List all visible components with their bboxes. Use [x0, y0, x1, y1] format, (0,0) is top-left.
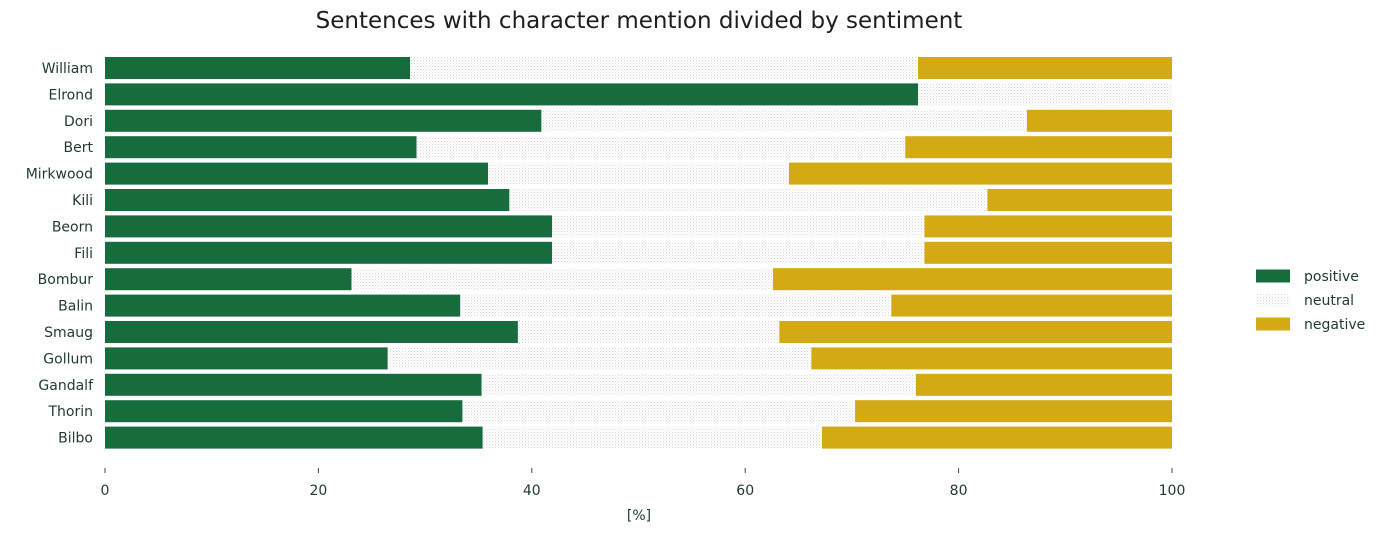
- category-label-beorn: Beorn: [52, 219, 93, 235]
- bar-bilbo-positive: [105, 427, 483, 449]
- category-label-thorin: Thorin: [47, 404, 93, 420]
- category-label-kili: Kili: [72, 193, 93, 209]
- bar-bombur-positive: [105, 268, 351, 290]
- bar-balin-negative: [891, 295, 1172, 317]
- bar-william-neutral: [410, 57, 918, 79]
- category-labels: William Elrond Dori Bert Mirkwood Kili Beorn Fi…: [26, 61, 94, 447]
- bar-fili-positive: [105, 242, 552, 264]
- legend-swatch-negative: [1256, 318, 1290, 331]
- bar-beorn-positive: [105, 215, 552, 237]
- bar-fili-neutral: [552, 242, 924, 264]
- category-label-bert: Bert: [64, 140, 94, 156]
- bar-kili-positive: [105, 189, 509, 211]
- legend-label-neutral: neutral: [1304, 293, 1354, 309]
- bar-smaug-negative: [779, 321, 1172, 343]
- bar-bilbo-neutral: [483, 427, 822, 449]
- x-tick-label-80: 80: [950, 483, 968, 499]
- category-label-gandalf: Gandalf: [38, 378, 94, 394]
- bar-william-negative: [918, 57, 1172, 79]
- bar-balin-neutral: [460, 295, 891, 317]
- bar-balin-positive: [105, 295, 460, 317]
- bar-gandalf-neutral: [482, 374, 916, 396]
- bar-bombur-negative: [773, 268, 1172, 290]
- x-tick-label-60: 60: [736, 483, 754, 499]
- bar-bilbo-negative: [822, 427, 1172, 449]
- x-tick-label-20: 20: [309, 483, 327, 499]
- category-label-elrond: Elrond: [48, 87, 93, 103]
- bar-kili-neutral: [509, 189, 987, 211]
- bar-dori-negative: [1027, 110, 1172, 132]
- chart-title: Sentences with character mention divided…: [316, 8, 963, 34]
- bar-gollum-negative: [811, 347, 1172, 369]
- bar-gandalf-positive: [105, 374, 482, 396]
- bar-bert-positive: [105, 136, 417, 158]
- x-axis: 0 20 40 60 80 100: [101, 468, 1186, 499]
- bar-fili-negative: [924, 242, 1172, 264]
- legend-swatch-neutral: [1256, 294, 1290, 307]
- category-label-balin: Balin: [58, 299, 93, 315]
- bar-thorin-neutral: [462, 400, 855, 422]
- bar-william-positive: [105, 57, 410, 79]
- category-label-dori: Dori: [64, 114, 93, 130]
- bar-mirkwood-neutral: [488, 163, 789, 185]
- legend-label-negative: negative: [1304, 317, 1365, 333]
- bar-dori-neutral: [541, 110, 1026, 132]
- category-label-smaug: Smaug: [44, 325, 93, 341]
- bar-elrond-positive: [105, 83, 918, 105]
- x-axis-label: [%]: [627, 508, 651, 524]
- category-label-mirkwood: Mirkwood: [26, 167, 93, 183]
- bar-kili-negative: [987, 189, 1172, 211]
- bar-gollum-neutral: [388, 347, 812, 369]
- legend-swatch-positive: [1256, 270, 1290, 283]
- bar-smaug-positive: [105, 321, 518, 343]
- legend: positive neutral negative: [1256, 269, 1365, 333]
- x-tick-label-100: 100: [1159, 483, 1186, 499]
- bar-gollum-positive: [105, 347, 388, 369]
- bar-elrond-neutral: [918, 83, 1172, 105]
- bar-bombur-neutral: [351, 268, 772, 290]
- category-label-gollum: Gollum: [43, 351, 93, 367]
- bar-beorn-negative: [924, 215, 1172, 237]
- category-label-bombur: Bombur: [38, 272, 94, 288]
- x-tick-label-0: 0: [101, 483, 110, 499]
- category-label-bilbo: Bilbo: [58, 431, 93, 447]
- category-label-fili: Fili: [74, 246, 93, 262]
- bar-smaug-neutral: [518, 321, 779, 343]
- bar-dori-positive: [105, 110, 541, 132]
- bar-gandalf-negative: [916, 374, 1172, 396]
- bar-bert-negative: [905, 136, 1172, 158]
- legend-label-positive: positive: [1304, 269, 1359, 285]
- bar-thorin-negative: [855, 400, 1172, 422]
- bar-mirkwood-negative: [789, 163, 1172, 185]
- bar-thorin-positive: [105, 400, 462, 422]
- bars-group: [105, 57, 1172, 449]
- bar-bert-neutral: [417, 136, 906, 158]
- x-tick-label-40: 40: [523, 483, 541, 499]
- bar-beorn-neutral: [552, 215, 924, 237]
- bar-mirkwood-positive: [105, 163, 488, 185]
- category-label-william: William: [42, 61, 93, 77]
